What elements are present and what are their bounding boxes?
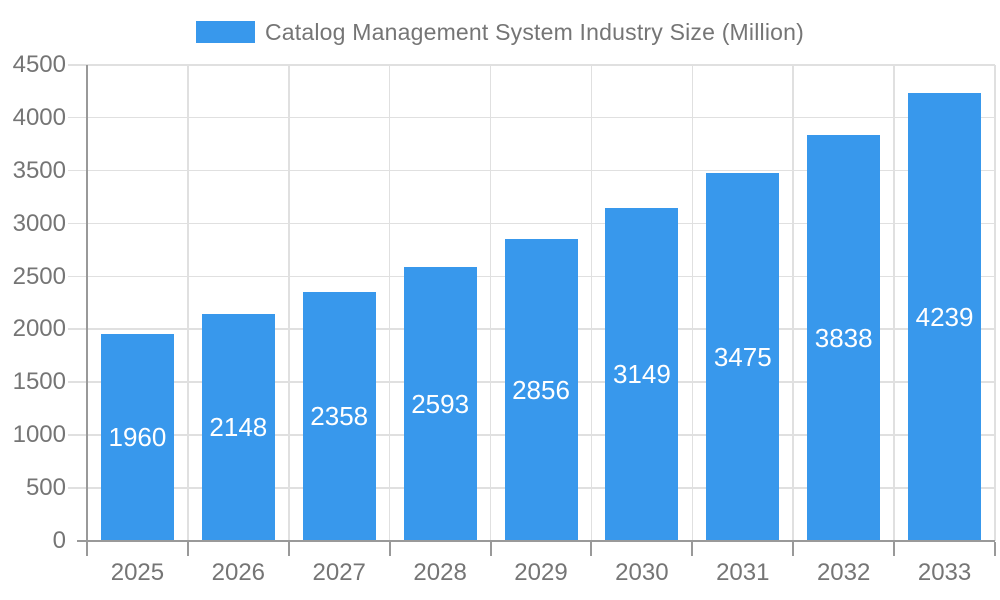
- gridline-vertical: [388, 65, 391, 541]
- bar-value-label: 4239: [915, 301, 974, 332]
- bar[interactable]: 2856: [504, 238, 578, 541]
- y-tick-label: 4500: [12, 51, 66, 78]
- legend-swatch: [195, 21, 255, 43]
- y-tick-label: 3500: [12, 156, 66, 184]
- bar-value-label: 2856: [512, 374, 570, 405]
- bar[interactable]: 2358: [302, 291, 376, 541]
- bar-value-label: 3838: [814, 323, 873, 353]
- x-tick-label: 2029: [514, 559, 568, 586]
- y-tick-label: 4000: [12, 103, 66, 131]
- bar[interactable]: 2148: [201, 313, 275, 541]
- x-tick-label: 2028: [413, 559, 467, 586]
- gridline-vertical: [691, 65, 694, 541]
- legend[interactable]: Catalog Management System Industry Size …: [0, 14, 1000, 50]
- x-tick-label: 2031: [716, 559, 770, 586]
- bar-value-label: 2148: [209, 412, 268, 443]
- gridline-vertical: [792, 65, 794, 541]
- gridline-vertical: [187, 65, 189, 541]
- bar-value-label: 2358: [310, 401, 369, 432]
- bar[interactable]: 2593: [403, 266, 477, 541]
- y-tick-label: 500: [25, 474, 66, 502]
- gridline-horizontal: [68, 64, 995, 66]
- y-tick-label: 0: [52, 527, 66, 554]
- y-tick-label: 1000: [12, 421, 66, 449]
- gridline-horizontal: [68, 169, 995, 172]
- bar[interactable]: 3475: [706, 173, 780, 541]
- x-tick-label: 2030: [615, 559, 669, 586]
- bar-value-label: 3149: [612, 359, 671, 390]
- bar[interactable]: 3149: [605, 207, 679, 541]
- gridline-horizontal: [68, 222, 995, 225]
- x-tick-label: 2025: [110, 559, 165, 586]
- x-axis-tick: [489, 542, 492, 556]
- y-tick-label: 1500: [12, 368, 66, 396]
- gridline-vertical: [288, 65, 290, 541]
- y-tick-label: 3000: [12, 209, 66, 237]
- x-tick-label: 2033: [917, 559, 972, 586]
- bar-value-label: 1960: [108, 422, 167, 453]
- bar[interactable]: 1960: [100, 333, 174, 541]
- x-axis-line: [77, 540, 995, 542]
- x-axis-tick: [186, 542, 189, 556]
- y-tick-label: 2000: [12, 315, 66, 343]
- bar-value-label: 3475: [713, 342, 772, 373]
- x-axis-tick: [388, 542, 391, 556]
- gridline-horizontal: [68, 116, 995, 119]
- x-axis-tick: [590, 542, 593, 556]
- gridline-vertical: [994, 65, 996, 541]
- gridline-vertical: [893, 65, 895, 541]
- x-tick-label: 2026: [211, 559, 266, 586]
- bar[interactable]: 3838: [807, 135, 881, 541]
- legend-label: Catalog Management System Industry Size …: [264, 18, 804, 45]
- x-axis-tick: [994, 542, 996, 556]
- x-axis-tick: [287, 542, 290, 556]
- x-tick-label: 2032: [816, 559, 871, 586]
- gridline-vertical: [489, 65, 492, 541]
- x-axis-tick: [893, 542, 896, 556]
- y-axis-line: [86, 65, 88, 556]
- x-axis-tick: [691, 542, 694, 556]
- x-axis-tick: [792, 542, 795, 556]
- gridline-vertical: [590, 65, 593, 541]
- y-tick-label: 2500: [12, 262, 66, 290]
- x-tick-label: 2027: [312, 559, 366, 586]
- bar-value-label: 2593: [411, 388, 470, 419]
- bar[interactable]: 4239: [908, 92, 982, 541]
